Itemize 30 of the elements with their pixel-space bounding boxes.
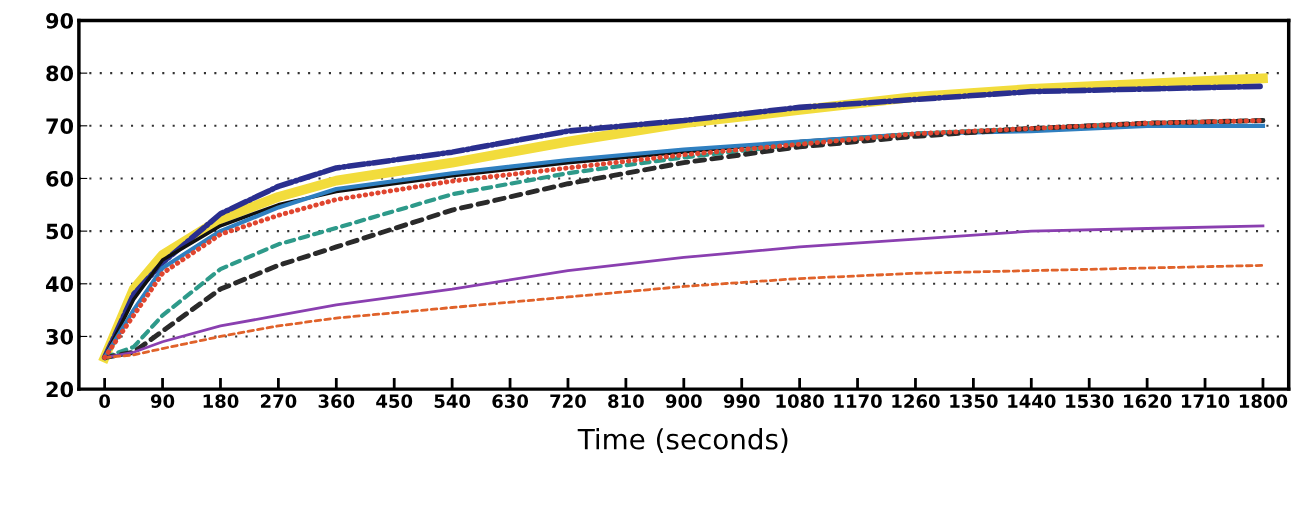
x-tick-label: 360 [318, 394, 355, 408]
y-tick-label: 80 [46, 65, 74, 82]
y-tick-label: 40 [45, 276, 74, 293]
x-tick-label: 0 [99, 394, 111, 408]
x-tick-label: 1440 [1008, 394, 1056, 408]
x-tick-label: 1800 [1239, 394, 1288, 408]
x-tick-label: 720 [550, 394, 586, 408]
y-tick-label: 20 [46, 381, 74, 398]
x-tick-label: 270 [260, 394, 297, 408]
x-tick-label: 180 [203, 394, 239, 408]
x-tick-label: 630 [492, 394, 529, 408]
y-tick-label: 90 [46, 12, 74, 29]
y-tick-label: 30 [46, 328, 74, 345]
x-tick-label: 1530 [1066, 394, 1114, 408]
y-tick-label: 70 [46, 118, 74, 135]
x-axis-title: Time (seconds) [577, 428, 788, 453]
x-tick-label: 900 [665, 394, 702, 408]
x-tick-label: 1170 [834, 394, 882, 408]
y-tick-label: 50 [46, 223, 74, 240]
x-tick-label: 1620 [1124, 394, 1172, 408]
x-tick-label: 810 [608, 394, 644, 408]
x-tick-label: 540 [434, 394, 471, 408]
x-tick-label: 1350 [950, 394, 998, 408]
x-tick-label: 1080 [776, 394, 824, 408]
x-tick-label: 90 [150, 394, 175, 408]
y-tick-label: 60 [46, 170, 74, 187]
x-tick-label: 1710 [1181, 394, 1230, 408]
x-tick-label: 1260 [892, 394, 940, 408]
x-tick-label: 990 [723, 394, 760, 408]
x-tick-label: 450 [376, 394, 413, 408]
